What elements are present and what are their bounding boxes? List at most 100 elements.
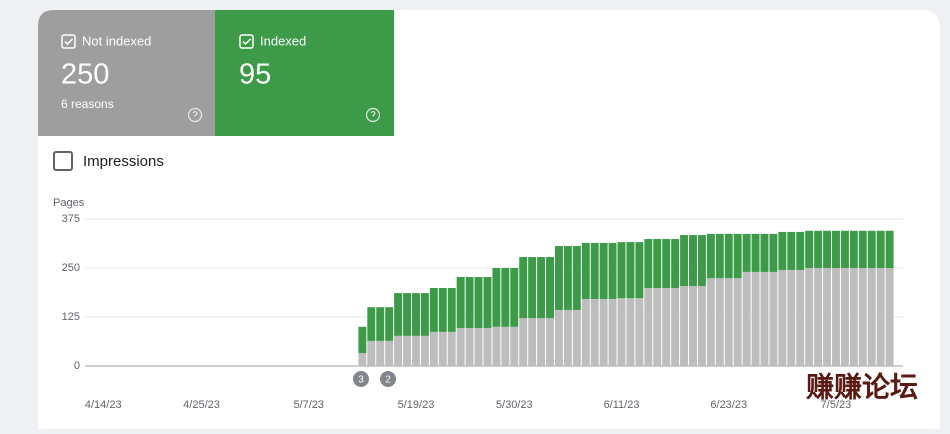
- bar-segment: [429, 287, 438, 332]
- help-glyph: [192, 110, 198, 117]
- bar-segment: [528, 257, 537, 319]
- bar-segment: [483, 327, 492, 366]
- y-tick-label: 375: [62, 213, 80, 225]
- bar-segment: [840, 268, 849, 366]
- bar-segment: [385, 307, 394, 341]
- bar-segment: [653, 287, 662, 366]
- bar-segment: [554, 309, 563, 366]
- card-title: Indexed: [260, 33, 306, 48]
- bar-segment: [519, 257, 528, 319]
- bar-segment: [697, 235, 706, 287]
- bar-segment: [724, 233, 733, 279]
- bar-segment: [778, 231, 787, 270]
- toggle-label: Impressions: [83, 153, 164, 170]
- bar-segment: [510, 326, 519, 366]
- bar-segment: [385, 340, 394, 366]
- bar-segment: [483, 277, 492, 328]
- bar-segment: [867, 268, 876, 366]
- bar-segment: [733, 233, 742, 279]
- bar-segment: [572, 246, 581, 310]
- bar-segment: [849, 268, 858, 366]
- indexed-card[interactable]: [215, 10, 394, 136]
- card-title: Not indexed: [82, 33, 151, 48]
- bar-segment: [796, 269, 805, 366]
- bar-segment: [367, 307, 376, 341]
- bar-segment: [733, 278, 742, 366]
- bar-segment: [689, 235, 697, 287]
- y-tick-label: 250: [62, 262, 80, 274]
- x-tick-label: 5/30/23: [496, 399, 533, 411]
- bar-segment: [537, 318, 546, 366]
- bar-segment: [546, 318, 554, 366]
- bar-segment: [823, 268, 832, 366]
- bar-segment: [626, 298, 635, 366]
- bar-segment: [528, 318, 537, 366]
- bar-segment: [885, 268, 894, 366]
- not-indexed-card[interactable]: [38, 10, 215, 136]
- bar-segment: [858, 230, 867, 268]
- bar-segment: [715, 278, 724, 366]
- annotation-label: 2: [385, 375, 391, 386]
- watermark: 赚赚论坛: [806, 371, 918, 402]
- bar-segment: [697, 286, 706, 366]
- bar-segment: [662, 287, 671, 366]
- annotation-marker: [353, 371, 369, 387]
- bar-segment: [644, 238, 653, 288]
- bar-segment: [849, 230, 858, 268]
- bar-segment: [447, 331, 456, 366]
- bar-segment: [412, 293, 420, 336]
- bar-segment: [885, 230, 894, 268]
- bar-segment: [438, 287, 447, 332]
- bar-segment: [599, 242, 608, 299]
- bar-segment: [599, 298, 608, 366]
- bar-segment: [510, 268, 519, 327]
- bar-segment: [420, 293, 429, 336]
- bar-segment: [742, 271, 751, 366]
- bar-segment: [653, 238, 662, 288]
- checkbox[interactable]: [239, 34, 254, 49]
- bar-segment: [715, 233, 724, 279]
- bar-segment: [554, 246, 563, 310]
- bar-segment: [644, 287, 653, 366]
- bar-segment: [832, 268, 840, 366]
- help-icon[interactable]: [187, 107, 203, 123]
- card-count: 95: [239, 59, 271, 91]
- bar-segment: [635, 298, 644, 366]
- bar-segment: [546, 257, 554, 319]
- bar-segment: [742, 233, 751, 272]
- x-tick-label: 7/5/23: [821, 399, 852, 411]
- bar-segment: [501, 326, 510, 366]
- help-icon[interactable]: [365, 107, 381, 123]
- impressions-checkbox[interactable]: [53, 151, 73, 171]
- bar-segment: [796, 231, 805, 270]
- card-note: 6 reasons: [61, 97, 114, 111]
- bar-segment: [465, 327, 474, 366]
- bar-segment: [367, 340, 376, 366]
- bar-segment: [394, 335, 403, 366]
- bar-segment: [590, 298, 599, 366]
- bar-segment: [724, 278, 733, 366]
- bar-segment: [662, 238, 671, 288]
- bar-segment: [447, 287, 456, 332]
- bar-segment: [394, 293, 403, 336]
- bar-segment: [814, 268, 823, 366]
- bar-segment: [760, 271, 769, 366]
- bar-segment: [805, 268, 814, 366]
- help-glyph: [370, 110, 376, 117]
- bar-segment: [671, 238, 680, 288]
- checkbox[interactable]: [61, 34, 76, 49]
- bar-segment: [805, 230, 814, 268]
- bar-segment: [671, 287, 680, 366]
- card-count: 250: [61, 59, 109, 91]
- y-tick-label: 0: [74, 360, 80, 372]
- bar-segment: [778, 269, 787, 366]
- plot: 0 125 250 375 4/14/23 4/25/23 5/7/23 5/19/23 5/3…: [62, 213, 903, 411]
- bar-segment: [617, 298, 626, 366]
- bar-segment: [680, 235, 689, 287]
- bar-segment: [617, 242, 626, 299]
- check: [242, 38, 252, 46]
- bar-segment: [501, 268, 510, 327]
- x-tick-label: 6/11/23: [604, 399, 640, 411]
